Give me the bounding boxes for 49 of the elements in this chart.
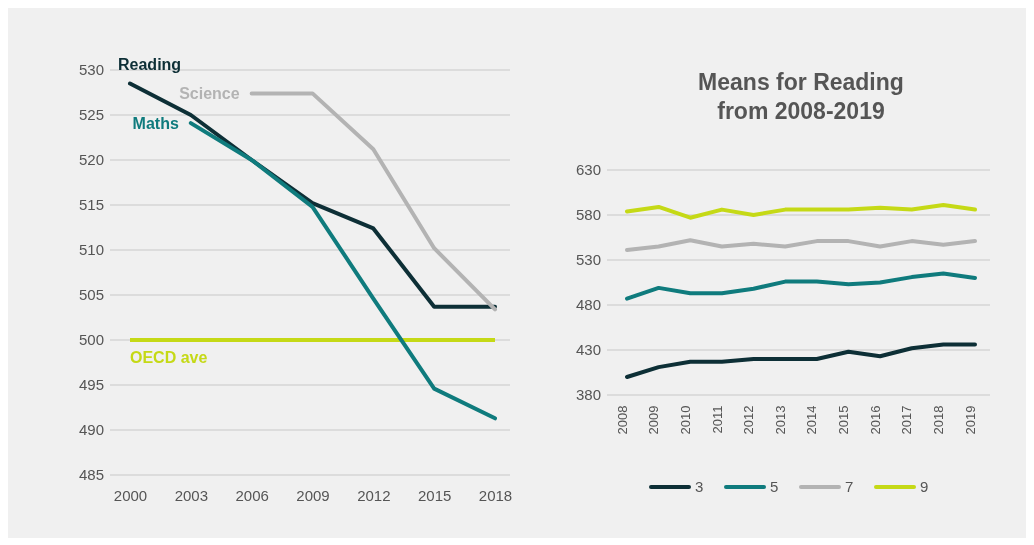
x-tick-label: 2018: [930, 405, 946, 435]
y-tick-label: 495: [78, 376, 104, 394]
y-tick-label: 510: [78, 241, 104, 259]
x-tick-label: 2012: [741, 405, 757, 435]
x-tick-label: 2003: [174, 487, 209, 504]
y-tick-label: 525: [78, 106, 104, 124]
line-series: [625, 203, 977, 220]
y-tick-label: 530: [575, 251, 601, 269]
x-tick-label: 2015: [417, 487, 452, 504]
y-tick-label: 515: [78, 196, 104, 214]
x-tick-label: 2006: [235, 487, 269, 504]
y-tick-label: 530: [78, 61, 104, 79]
legend-label: 3: [695, 478, 704, 495]
line-series: [625, 342, 977, 379]
legend-label: 5: [770, 478, 779, 495]
y-tick-label: 500: [78, 331, 104, 349]
y-tick-label: 380: [575, 386, 601, 404]
ref-line-label: OECD ave: [130, 349, 208, 366]
x-tick-label: 2015: [836, 405, 852, 435]
y-tick-label: 630: [575, 161, 601, 179]
x-tick-label: 2011: [709, 405, 725, 434]
x-tick-label: 2008: [614, 405, 630, 435]
x-tick-label: 2000: [113, 487, 148, 504]
series-label: Maths: [132, 115, 179, 133]
x-tick-label: 2017: [899, 405, 915, 435]
legend-label: 7: [845, 478, 854, 495]
x-tick-label: 2009: [646, 405, 662, 435]
x-tick-label: 2019: [962, 405, 978, 435]
x-tick-label: 2013: [772, 405, 788, 435]
chart-title: Means for Reading from 2008-2019: [698, 69, 904, 124]
y-tick-label: 490: [78, 421, 104, 439]
x-tick-label: 2010: [677, 405, 693, 435]
y-tick-label: 485: [78, 466, 104, 484]
y-tick-label: 580: [575, 206, 601, 224]
x-tick-label: 2018: [478, 487, 513, 504]
line-series: [625, 238, 977, 253]
legend-label: 9: [920, 478, 929, 495]
y-tick-label: 430: [575, 341, 601, 359]
x-tick-label: 2012: [357, 487, 391, 504]
x-tick-label: 2016: [867, 405, 883, 435]
x-tick-label: 2009: [296, 487, 330, 504]
series-label: Reading: [118, 55, 182, 73]
series-label: Science: [179, 85, 240, 103]
line-series: [249, 91, 497, 312]
y-tick-label: 505: [78, 286, 104, 304]
y-tick-label: 480: [575, 296, 601, 314]
line-series: [625, 271, 977, 301]
y-tick-label: 520: [78, 151, 104, 169]
x-tick-label: 2014: [804, 405, 820, 435]
